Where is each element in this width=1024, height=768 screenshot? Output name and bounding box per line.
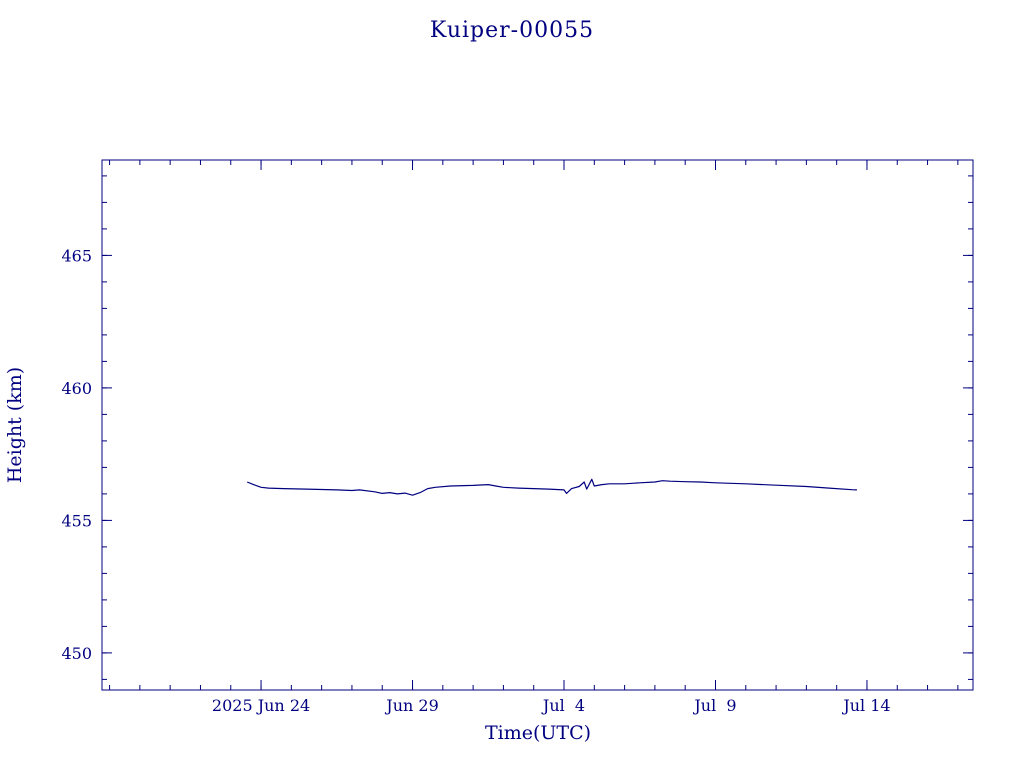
x-tick-label: Jul 14 (841, 696, 890, 715)
x-axis: 2025 Jun 24 Jun 29 Jul 4 Jul 9 Jul 14 (109, 160, 959, 715)
plot-frame (101, 159, 974, 691)
y-axis-label: Height (km) (4, 367, 26, 483)
plot-area (101, 159, 974, 691)
series-line (246, 478, 857, 496)
y-tick-label: 455 (61, 511, 92, 530)
y-tick-label: 460 (61, 379, 92, 398)
x-tick-label: Jul 9 (692, 696, 736, 715)
y-axis: 450 455 460 465 (61, 175, 973, 680)
y-tick-label: 465 (61, 246, 92, 265)
x-tick-label: Jul 4 (541, 696, 585, 715)
series-layer (246, 478, 857, 496)
x-tick-label: 2025 Jun 24 (212, 696, 310, 715)
y-tick-label: 450 (61, 644, 92, 663)
x-axis-label: Time(UTC) (485, 722, 591, 744)
x-tick-label: Jun 29 (384, 696, 438, 715)
chart-title: Kuiper-00055 (430, 18, 594, 43)
